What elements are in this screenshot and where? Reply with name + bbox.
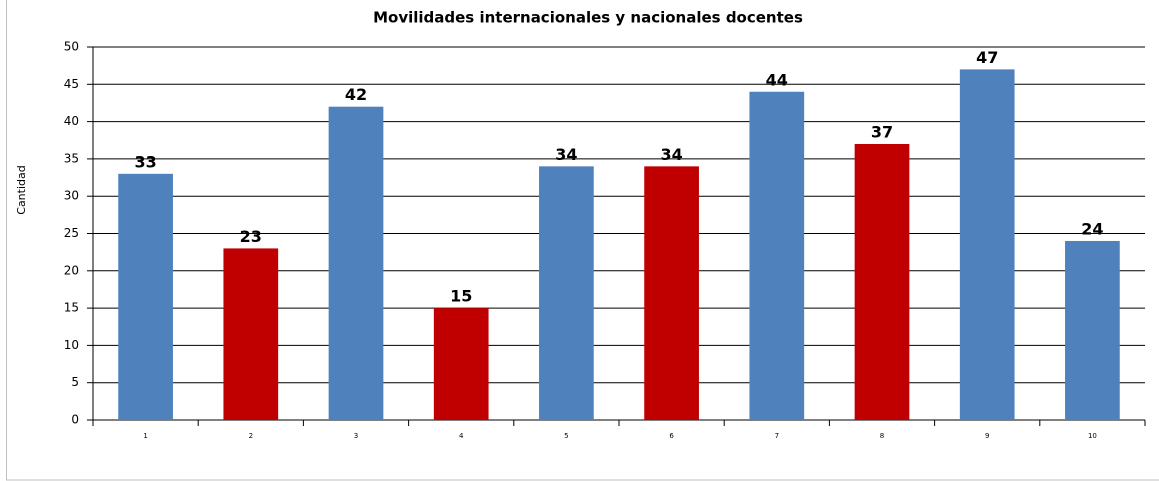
data-label: 47: [976, 48, 998, 67]
chart-title: Movilidades internacionales y nacionales…: [373, 9, 803, 27]
x-tick-label: 3: [354, 432, 358, 440]
bar: [118, 173, 173, 420]
chart-frame: [6, 0, 1159, 481]
bar: [1065, 240, 1120, 420]
x-tick-label: 10: [1088, 432, 1097, 440]
y-tick-label: 35: [64, 151, 79, 165]
data-label: 34: [555, 145, 577, 164]
x-tick-label: 4: [459, 432, 464, 440]
y-tick-label: 20: [64, 263, 79, 277]
y-tick-label: 10: [64, 338, 79, 352]
bar: [223, 248, 279, 420]
x-tick-label: 6: [669, 432, 674, 440]
x-tick-label: 2: [249, 432, 253, 440]
y-tick-label: 40: [64, 114, 79, 128]
bar: [644, 166, 699, 420]
y-tick-label: 30: [64, 189, 79, 203]
data-label: 33: [134, 152, 156, 171]
data-label: 34: [660, 145, 682, 164]
x-tick-label: 9: [985, 432, 989, 440]
y-tick-label: 25: [64, 226, 79, 240]
data-label: 44: [766, 70, 788, 89]
y-tick-label: 5: [71, 375, 79, 389]
data-label: 24: [1081, 219, 1103, 238]
data-label: 15: [450, 287, 472, 306]
x-tick-label: 1: [143, 432, 147, 440]
y-tick-label: 0: [71, 413, 79, 427]
y-tick-label: 50: [64, 40, 79, 54]
bar: [959, 69, 1015, 420]
bar: [854, 143, 910, 421]
x-tick-label: 5: [564, 432, 568, 440]
data-label: 37: [871, 122, 893, 141]
data-label: 42: [345, 85, 367, 104]
y-tick-label: 15: [64, 301, 79, 315]
bar: [749, 91, 805, 420]
y-tick-label: 45: [64, 77, 79, 91]
y-axis-label: Cantidad: [15, 165, 28, 214]
bar: [539, 166, 594, 420]
data-label: 23: [240, 227, 262, 246]
x-tick-label: 8: [880, 432, 884, 440]
bar: [433, 308, 489, 420]
bar: [328, 106, 384, 421]
x-tick-label: 7: [775, 432, 779, 440]
